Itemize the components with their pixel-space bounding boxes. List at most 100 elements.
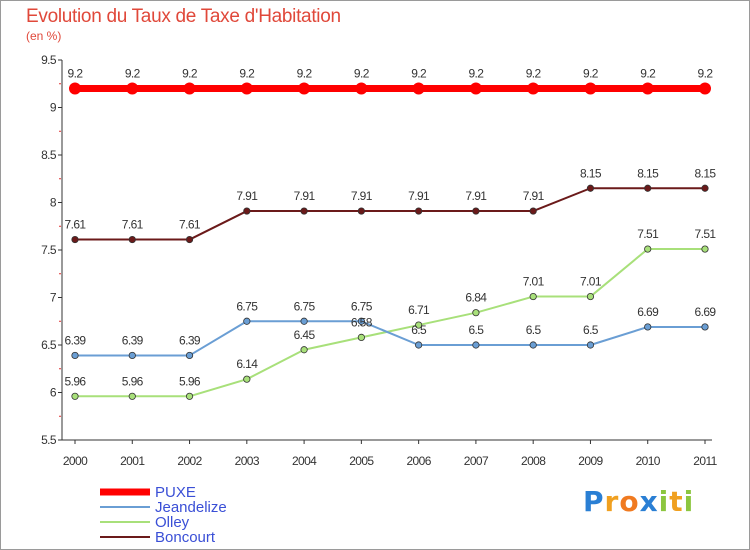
- x-tick-label: 2010: [636, 454, 661, 468]
- legend-label-olley: Olley: [155, 514, 190, 531]
- data-point-boncourt: [644, 184, 652, 192]
- data-point-jeandelize: [243, 317, 251, 325]
- data-point-jeandelize: [357, 317, 365, 325]
- data-point-jeandelize: [128, 351, 136, 360]
- data-point-jeandelize: [71, 351, 79, 360]
- data-label-jeandelize: 6.39: [122, 333, 144, 347]
- data-point-olley: [71, 392, 79, 400]
- data-label-jeandelize: 6.39: [65, 333, 87, 347]
- data-point-jeandelize: [300, 317, 308, 325]
- data-label-boncourt: 7.91: [236, 189, 258, 203]
- logo-letter: t: [669, 485, 684, 518]
- data-label-olley: 6.71: [408, 303, 430, 317]
- x-tick-label: 2011: [693, 454, 717, 468]
- x-tick-label: 2002: [177, 454, 202, 468]
- data-point-puxe: [240, 82, 253, 95]
- data-point-boncourt: [243, 207, 251, 215]
- chart-axes: 5.5 6 6.5 7 7.5 8 8.5 9 9.5 2000 2001 2002 2003 2004 2…: [41, 53, 718, 468]
- data-point-olley: [586, 292, 595, 301]
- data-point-olley: [415, 321, 423, 329]
- x-tick-label: 2009: [578, 454, 603, 468]
- data-label-puxe: 9.2: [411, 67, 427, 81]
- data-label-boncourt: 7.91: [351, 189, 373, 203]
- x-tick-label: 2000: [63, 454, 88, 468]
- data-label-jeandelize: 6.75: [236, 299, 258, 313]
- data-label-olley: 5.96: [179, 374, 201, 388]
- proxiti-logo: Proxiti: [583, 485, 694, 518]
- data-label-jeandelize: 6.5: [468, 323, 484, 337]
- data-label-puxe: 9.2: [698, 67, 714, 81]
- series-line-olley: [75, 248, 705, 398]
- data-label-jeandelize: 6.75: [294, 299, 316, 313]
- y-tick-label: 7.5: [41, 243, 57, 257]
- x-tick-label: 2001: [120, 454, 145, 468]
- data-point-jeandelize: [644, 323, 652, 331]
- x-tick-label: 2005: [349, 454, 374, 468]
- logo-letter: x: [639, 485, 659, 518]
- logo-letter: i: [683, 485, 695, 518]
- data-point-olley: [243, 375, 251, 383]
- data-point-olley: [701, 245, 709, 253]
- data-point-puxe: [126, 82, 139, 95]
- data-point-boncourt: [300, 207, 308, 215]
- series-line-jeandelize: [75, 320, 705, 357]
- data-label-jeandelize: 6.5: [583, 323, 599, 337]
- data-label-boncourt: 7.91: [294, 189, 316, 203]
- logo-letter: P: [583, 485, 605, 518]
- y-tick-label: 8.5: [41, 148, 57, 162]
- data-label-olley: 5.96: [65, 374, 87, 388]
- y-tick-label: 6.5: [41, 338, 57, 352]
- data-label-jeandelize: 6.5: [411, 323, 427, 337]
- series-line-boncourt: [75, 187, 705, 241]
- data-label-boncourt: 7.91: [408, 189, 430, 203]
- data-point-olley: [644, 245, 652, 253]
- data-point-olley: [357, 333, 365, 341]
- x-tick-label: 2008: [521, 454, 546, 468]
- y-tick-label: 8: [50, 196, 57, 210]
- legend-label-puxe: PUXE: [155, 484, 196, 501]
- data-label-boncourt: 7.61: [179, 218, 201, 232]
- data-point-puxe: [69, 82, 81, 95]
- chart-unit-label: (en %): [26, 29, 62, 43]
- data-point-puxe: [641, 82, 654, 95]
- data-point-olley: [185, 392, 194, 400]
- data-label-jeandelize: 6.69: [637, 305, 659, 319]
- data-label-jeandelize: 6.39: [179, 333, 201, 347]
- data-point-boncourt: [586, 184, 595, 192]
- data-point-jeandelize: [415, 341, 423, 349]
- logo-letter: o: [619, 485, 640, 518]
- data-label-boncourt: 7.61: [65, 218, 87, 232]
- data-label-olley: 7.51: [695, 227, 717, 241]
- data-label-puxe: 9.2: [526, 67, 542, 81]
- data-point-puxe: [355, 82, 368, 95]
- data-label-puxe: 9.2: [583, 67, 599, 81]
- data-label-puxe: 9.2: [468, 67, 484, 81]
- data-label-boncourt: 8.15: [580, 166, 602, 180]
- y-tick-label: 6: [50, 386, 57, 400]
- legend-label-jeandelize: Jeandelize: [155, 499, 227, 516]
- data-label-olley: 7.01: [580, 275, 602, 289]
- data-point-boncourt: [128, 235, 136, 244]
- data-label-jeandelize: 6.69: [695, 305, 717, 319]
- data-point-puxe: [469, 82, 482, 95]
- data-point-boncourt: [415, 207, 423, 215]
- data-point-boncourt: [357, 207, 365, 215]
- data-point-jeandelize: [701, 323, 709, 331]
- data-label-puxe: 9.2: [354, 67, 370, 81]
- data-point-puxe: [298, 82, 311, 95]
- data-label-olley: 6.84: [465, 291, 487, 305]
- data-label-boncourt: 7.91: [523, 189, 545, 203]
- data-point-olley: [128, 392, 136, 400]
- data-label-boncourt: 7.61: [122, 218, 144, 232]
- data-point-boncourt: [701, 184, 709, 192]
- data-label-jeandelize: 6.75: [351, 299, 373, 313]
- data-point-puxe: [527, 82, 540, 95]
- data-point-boncourt: [71, 235, 79, 244]
- data-point-puxe: [412, 82, 425, 95]
- data-label-puxe: 9.2: [68, 67, 84, 81]
- data-label-puxe: 9.2: [182, 67, 198, 81]
- data-label-olley: 7.01: [523, 275, 545, 289]
- data-labels-layer: 9.2 9.2 9.2 9.2 9.2 9.2 9.2 9.2 9.2 9.2 9.2 9.2 6.39…: [65, 67, 717, 389]
